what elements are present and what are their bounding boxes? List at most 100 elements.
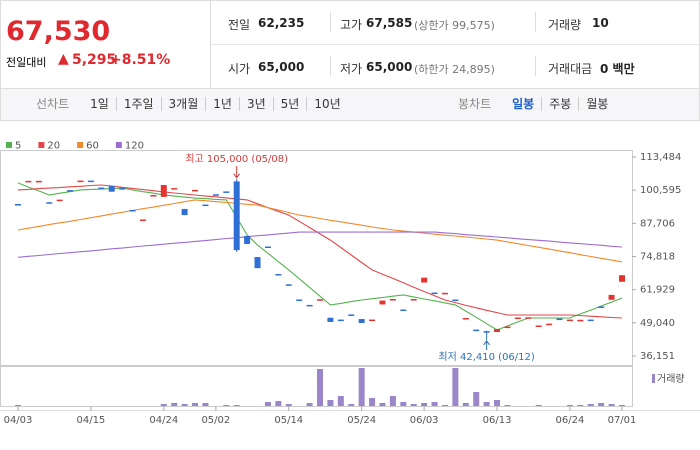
- candle-body: [119, 188, 126, 190]
- candle-body: [192, 189, 199, 192]
- legend-swatch: [77, 142, 84, 148]
- stat-note: (상한가 99,575): [414, 19, 495, 32]
- candle-body: [285, 284, 292, 286]
- price: 67,530: [6, 16, 111, 47]
- annotation: 최고 105,000 (05/08): [185, 153, 288, 165]
- divider: [330, 56, 331, 76]
- legend-swatch: [115, 142, 122, 148]
- volume-bar: [369, 398, 376, 406]
- stat-label: 시가: [228, 62, 251, 76]
- volume-bar: [473, 392, 480, 406]
- x-tick-label: 05/14: [274, 415, 303, 426]
- tab[interactable]: 1주일: [115, 97, 161, 111]
- volume-bar: [504, 405, 511, 406]
- candle-body: [337, 319, 344, 322]
- volume-bar: [181, 404, 188, 406]
- volume-panel: [0, 366, 633, 407]
- stat-value: 10: [592, 16, 609, 30]
- candle-body: [556, 318, 563, 321]
- volume-bar: [15, 405, 21, 406]
- tab[interactable]: 일봉: [512, 97, 535, 111]
- volume-bar: [264, 402, 271, 406]
- x-tick-label: 05/24: [347, 415, 376, 426]
- x-tick-label: 04/03: [4, 415, 33, 426]
- volume-bar: [483, 402, 490, 406]
- volume-bar: [431, 402, 438, 406]
- candle-body: [389, 299, 396, 301]
- volume-bar: [441, 405, 448, 406]
- candle-body: [369, 319, 376, 322]
- y-tick-label: 113,484: [640, 152, 681, 163]
- candle-body: [264, 246, 271, 249]
- candle-body: [379, 300, 386, 305]
- volume-bar: [192, 403, 199, 406]
- tab[interactable]: 1일: [90, 97, 109, 111]
- x-tick-label: 04/15: [76, 415, 105, 426]
- candle-body: [160, 185, 167, 197]
- candle-body: [494, 329, 501, 332]
- candle-body: [619, 275, 625, 282]
- candle-body: [25, 180, 32, 183]
- volume-bar: [358, 368, 365, 406]
- volume-legend: 거래량: [657, 373, 685, 385]
- stat-value: 62,235: [258, 16, 305, 30]
- legend-swatch: [38, 142, 45, 148]
- candle-body: [473, 329, 480, 332]
- x-tick-label: 05/02: [201, 415, 230, 426]
- candle-body: [452, 299, 459, 302]
- y-tick-label: 100,595: [640, 185, 681, 196]
- volume-bar: [587, 404, 594, 406]
- annotation: 최저 42,410 (06/12): [438, 351, 534, 363]
- candle-tabs: 봉차트 일봉 주봉 월봉: [451, 97, 615, 111]
- tab[interactable]: 주봉: [541, 97, 578, 111]
- candle-body: [546, 323, 553, 326]
- volume-bar: [171, 403, 178, 406]
- x-tick-label: 06/03: [410, 415, 439, 426]
- legend-label: 5: [15, 141, 21, 152]
- candle-body: [296, 299, 303, 302]
- stat-label: 고가: [340, 18, 363, 32]
- stat-value: 65,000: [258, 60, 305, 74]
- candle-body: [87, 180, 94, 183]
- volume-bar: [223, 405, 230, 406]
- candle-body: [483, 331, 490, 333]
- candle-body: [504, 326, 511, 329]
- volume-bar: [160, 404, 167, 406]
- y-tick-label: 87,706: [640, 218, 675, 229]
- stat-note: (하한가 24,895): [414, 63, 495, 76]
- change-label: 전일대비: [6, 56, 47, 69]
- volume-bar: [452, 368, 459, 406]
- candle-body: [566, 319, 573, 322]
- candle-body: [462, 318, 469, 320]
- line-tabs: 선차트 1일 1주일 3개월 1년 3년 5년 10년: [29, 97, 348, 111]
- volume-bar: [462, 403, 469, 406]
- candle-body: [202, 204, 209, 207]
- x-tick-label: 06/13: [483, 415, 512, 426]
- tab[interactable]: 월봉: [578, 97, 615, 111]
- chart: 5 20 60 120 113,484 100,595 87,706 74,818 61,929…: [0, 141, 700, 426]
- tab[interactable]: 1년: [205, 97, 239, 111]
- volume-bar: [598, 403, 605, 406]
- volume-bar: [410, 404, 417, 406]
- ma-line: [17, 182, 623, 331]
- volume-bar: [400, 402, 407, 406]
- stat-label: 거래대금: [548, 62, 593, 76]
- annotation-arrow: [483, 340, 491, 350]
- candle-body: [421, 277, 428, 283]
- tab[interactable]: 10년: [306, 97, 347, 111]
- tab[interactable]: 3년: [238, 97, 273, 111]
- tab[interactable]: 5년: [272, 97, 307, 111]
- volume-bar: [233, 405, 240, 406]
- candle-body: [348, 314, 355, 316]
- x-tick-label: 07/01: [608, 415, 637, 426]
- candle-body: [139, 219, 146, 221]
- legend-label: 60: [86, 141, 99, 152]
- tab[interactable]: 3개월: [160, 97, 206, 111]
- legend-swatch: [6, 142, 12, 148]
- volume-bar: [285, 404, 292, 406]
- volume-bar: [348, 404, 355, 406]
- y-tick-label: 74,818: [640, 251, 675, 262]
- volume-bar: [421, 403, 428, 406]
- candle-body: [598, 306, 605, 308]
